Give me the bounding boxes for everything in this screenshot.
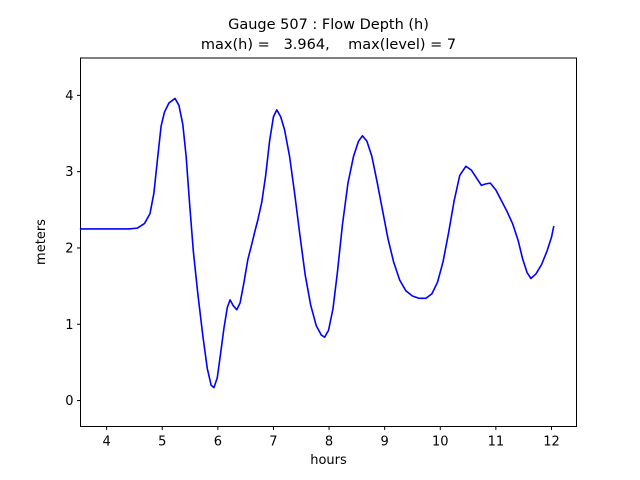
- x-tick-label: 9: [381, 435, 389, 450]
- x-tick-label: 4: [102, 435, 110, 450]
- x-tick-label: 10: [432, 435, 449, 450]
- x-tick-label: 11: [488, 435, 505, 450]
- y-tick-label: 4: [65, 89, 73, 104]
- y-tick-label: 3: [65, 165, 73, 180]
- x-tick-label: 5: [158, 435, 166, 450]
- x-tick-label: 7: [269, 435, 277, 450]
- x-tick-label: 6: [214, 435, 222, 450]
- y-tick-label: 2: [65, 241, 73, 256]
- y-tick-label: 1: [65, 318, 73, 333]
- x-axis-label: hours: [310, 453, 347, 468]
- plot-area-border: [80, 57, 577, 427]
- x-tick-label: 8: [325, 435, 333, 450]
- x-tick-label: 12: [543, 435, 560, 450]
- flow-depth-line: [79, 97, 555, 389]
- y-tick-label: 0: [65, 394, 73, 409]
- chart-title: Gauge 507 : Flow Depth (h): [228, 17, 429, 33]
- chart-subtitle: max(h) = 3.964, max(level) = 7: [201, 37, 456, 53]
- y-axis-label: meters: [34, 219, 49, 265]
